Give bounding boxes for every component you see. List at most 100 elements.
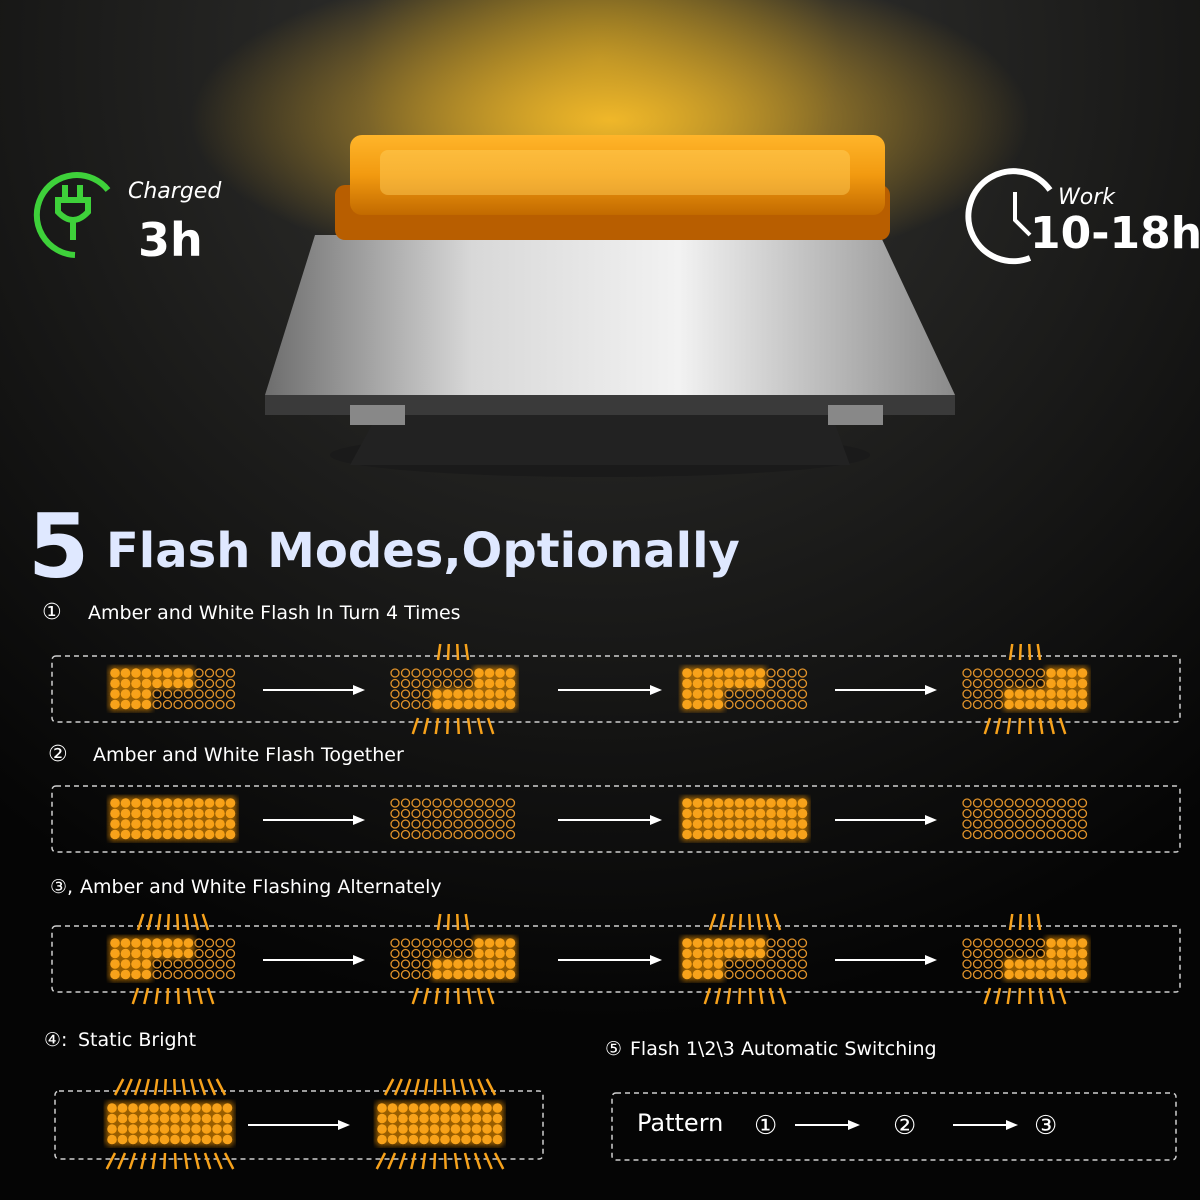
led-lit: [713, 699, 724, 710]
led-lit: [120, 819, 131, 829]
led-lit: [377, 1134, 387, 1145]
led-lit: [225, 808, 236, 819]
led-lit: [212, 1113, 222, 1124]
light-ray: [1008, 913, 1014, 931]
led-off: [421, 798, 432, 808]
led-off: [1014, 798, 1025, 808]
light-ray: [198, 1078, 207, 1096]
led-off: [411, 829, 421, 840]
led-off: [766, 689, 776, 699]
heading-text: Flash Modes,Optionally: [106, 523, 740, 579]
arrow-head: [353, 685, 365, 695]
led-off: [972, 699, 983, 710]
led-off: [1014, 668, 1025, 678]
led-lit: [505, 699, 516, 710]
led-off: [442, 798, 453, 808]
light-ray: [146, 913, 153, 931]
led-off: [390, 699, 400, 710]
mode-box: [51, 785, 1181, 853]
led-lit: [1056, 678, 1067, 689]
led-lit: [152, 808, 162, 819]
light-ray: [140, 1152, 147, 1170]
led-lit: [191, 1103, 201, 1113]
led-lit: [120, 798, 131, 808]
led-off: [1035, 819, 1046, 829]
led-lit: [495, 959, 505, 969]
arrow-head: [848, 1120, 860, 1130]
led-off: [1004, 668, 1014, 678]
led-off: [766, 959, 776, 969]
led-lit: [1025, 689, 1035, 699]
light-ray: [393, 1078, 403, 1096]
led-lit: [170, 1134, 180, 1145]
led-panel: [108, 796, 238, 842]
led-off: [797, 959, 808, 969]
led-off: [1077, 808, 1088, 819]
led-off: [1046, 819, 1056, 829]
led-lit: [713, 829, 724, 840]
led-off: [432, 829, 442, 840]
led-lit: [194, 798, 204, 808]
led-off: [962, 829, 972, 840]
led-off: [215, 948, 225, 959]
led-off: [215, 959, 225, 969]
led-lit: [183, 948, 194, 959]
led-off: [400, 969, 411, 980]
light-ray: [983, 717, 992, 735]
led-off: [400, 948, 411, 959]
led-lit: [797, 808, 808, 819]
led-lit: [225, 798, 236, 808]
led-lit: [505, 938, 516, 948]
led-panel: [680, 796, 810, 842]
led-off: [194, 969, 204, 980]
led-lit: [692, 808, 703, 819]
led-off: [1067, 808, 1077, 819]
led-off: [1077, 829, 1088, 840]
led-off: [776, 959, 787, 969]
led-off: [776, 689, 787, 699]
led-off: [787, 678, 797, 689]
led-lit: [692, 798, 703, 808]
led-off: [962, 678, 972, 689]
led-off: [204, 689, 215, 699]
led-lit: [180, 1113, 191, 1124]
led-lit: [463, 959, 474, 969]
led-lit: [173, 829, 183, 840]
light-ray: [728, 913, 734, 931]
mode-box: [54, 1090, 544, 1160]
light-ray: [136, 913, 145, 931]
led-off: [1035, 829, 1046, 840]
led-lit: [107, 1124, 117, 1134]
led-off: [1056, 829, 1067, 840]
led-lit: [141, 668, 152, 678]
led-off: [162, 959, 173, 969]
led-panel: [680, 936, 808, 982]
led-lit: [713, 948, 724, 959]
led-lit: [724, 938, 734, 948]
light-ray: [1028, 717, 1032, 735]
led-lit: [703, 798, 713, 808]
light-ray: [768, 987, 775, 1005]
arrow-head: [650, 685, 662, 695]
light-ray: [1006, 987, 1012, 1005]
led-off: [797, 668, 808, 678]
led-off: [421, 808, 432, 819]
led-lit: [387, 1124, 398, 1134]
led-off: [183, 689, 194, 699]
led-lit: [713, 798, 724, 808]
led-lit: [471, 1113, 482, 1124]
light-ray: [473, 1152, 482, 1170]
light-ray: [476, 717, 483, 735]
led-lit: [474, 938, 484, 948]
led-lit: [159, 1134, 170, 1145]
led-off: [983, 969, 993, 980]
led-lit: [703, 689, 713, 699]
lamp: [265, 135, 955, 477]
led-off: [972, 798, 983, 808]
led-lit: [734, 948, 745, 959]
led-off: [204, 969, 215, 980]
led-lit: [474, 678, 484, 689]
led-lit: [484, 678, 495, 689]
led-lit: [755, 829, 766, 840]
arrow-head: [338, 1120, 350, 1130]
